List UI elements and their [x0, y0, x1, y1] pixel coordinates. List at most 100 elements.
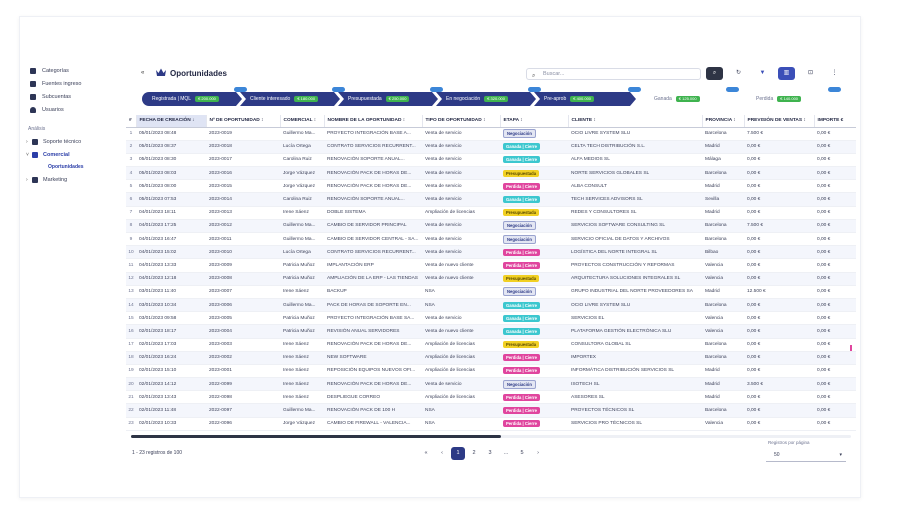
table-cell: 04/01/2023 12:18 [136, 272, 206, 286]
stage-badge: Negociación [503, 221, 536, 231]
table-cell: Presupuestada [500, 338, 568, 352]
sidebar-item-categorias[interactable]: Categorías [26, 64, 122, 77]
table-cell: 3.500 € [744, 377, 814, 392]
column-header[interactable]: Nº DE OPORTUNIDAD ↕ [206, 115, 281, 128]
column-header[interactable]: # [126, 115, 137, 128]
crown-icon [156, 68, 166, 76]
table-cell: Ampliación de licencias [422, 206, 500, 220]
column-header[interactable]: PROVINCIA ↕ [702, 115, 745, 128]
table-row[interactable]: 14 03/01/2023 10:34 2023-0006 Guillermo Ma.… [126, 298, 856, 313]
table-row[interactable]: 9 04/01/2023 16:47 2023-0011 Guillermo Ma..… [126, 232, 856, 247]
stage-label: En negociación [446, 96, 481, 102]
page-button[interactable]: 2 [472, 449, 476, 456]
table-cell: 0,00 € [814, 192, 856, 207]
table-row[interactable]: 3 05/01/2023 08:30 2023-0017 Carolina Ruiz R… [126, 153, 856, 168]
filter-button[interactable]: ▼ [754, 67, 771, 80]
stage-preaprob[interactable]: Pre-aprob € 400.000 [534, 92, 636, 106]
page-button[interactable]: 1 [451, 446, 465, 460]
stage-registrada[interactable]: Registrada | MQL € 200.000 [142, 92, 242, 106]
sidebar-group-soporte[interactable]: › Soporte técnico [26, 135, 122, 148]
column-header[interactable]: IMPORTE € [814, 115, 856, 128]
toolbar: « Oportunidades ⌕ Buscar... ⌕ ↻ ▼ ▥ ⊡ ⋮ [126, 60, 856, 88]
table-cell: 2023-0013 [206, 206, 280, 220]
column-header[interactable]: PREVISIÓN DE VENTAS ↕ [744, 115, 815, 128]
stage-negociacion[interactable]: En negociación € 320.000 [436, 92, 536, 106]
table-row[interactable]: 13 03/01/2023 11:40 2023-0007 Irene Sáenz BA… [126, 285, 856, 299]
table-row[interactable]: 17 02/01/2023 17:03 2023-0003 Irene Sáenz RE… [126, 338, 856, 352]
table-row[interactable]: 20 02/01/2023 14:12 2022-0099 Irene Sáenz RE… [126, 377, 856, 392]
table-cell: Barcelona [702, 232, 744, 247]
collapse-sidebar-icon[interactable]: « [141, 70, 145, 76]
stage-cliente-interesado[interactable]: Cliente interesado € 180.000 [240, 92, 340, 106]
column-header[interactable]: COMERCIAL ↕ [280, 115, 325, 128]
table-row[interactable]: 6 05/01/2023 07:53 2023-0014 Carolina Ruiz R… [126, 192, 856, 207]
table-cell: 2022-0097 [206, 403, 280, 418]
stage-amount: € 140.000 [777, 95, 802, 102]
table-cell: 05/01/2023 08:30 [136, 153, 206, 168]
table-row[interactable]: 18 02/01/2023 16:24 2023-0002 Irene Sáenz NE… [126, 351, 856, 365]
table-row[interactable]: 16 02/01/2023 18:17 2023-0004 Patricia Muño… [126, 324, 856, 339]
table-row[interactable]: 15 03/01/2023 09:58 2023-0005 Patricia Muño… [126, 311, 856, 326]
table-cell: RENOVACIÓN SOPORTE ANUAL... [324, 192, 422, 207]
sidebar-item-subcuentas[interactable]: Subcuentas [26, 90, 122, 103]
sidebar-item-usuarios[interactable]: Usuarios [26, 103, 122, 116]
refresh-button[interactable]: ↻ [730, 67, 747, 80]
table-cell: 0,00 € [814, 311, 856, 326]
table-row[interactable]: 2 05/01/2023 08:37 2023-0018 Lucía Ortega CO… [126, 140, 856, 154]
page-button[interactable]: « [424, 449, 428, 456]
table-row[interactable]: 11 04/01/2023 13:33 2023-0009 Patricia Muño… [126, 258, 856, 273]
table-cell: 03/01/2023 09:58 [136, 311, 206, 326]
table-cell: SERVICIOS PRO TÉCNICOS SL [568, 417, 702, 431]
sidebar-item-fuentes[interactable]: Fuentes ingreso [26, 77, 122, 90]
table-row[interactable]: 8 04/01/2023 17:25 2023-0012 Guillermo Ma..… [126, 219, 856, 234]
column-header[interactable]: CLIENTE ↕ [568, 115, 703, 128]
table-cell: Irene Sáenz [280, 351, 324, 365]
table-cell: RENOVACIÓN PACK DE HORAS DE... [324, 179, 422, 194]
page-button[interactable]: › [537, 449, 539, 456]
column-header[interactable]: TIPO DE OPORTUNIDAD ↕ [422, 115, 501, 128]
search-input[interactable]: ⌕ Buscar... [526, 68, 701, 80]
table-cell: 0,00 € [814, 417, 856, 431]
chevron-right-icon: › [26, 138, 28, 145]
stage-badge: Presupuestada [503, 341, 540, 349]
column-header[interactable]: NOMBRE DE LA OPORTUNIDAD ↕ [324, 115, 423, 128]
table-cell: TECH SERVICES ADVISORS SL [568, 192, 702, 207]
stage-perdida[interactable]: Perdida € 140.000 [756, 92, 802, 106]
table-row[interactable]: 22 02/01/2023 11:48 2022-0097 Guillermo Ma.… [126, 403, 856, 418]
page-button[interactable]: 3 [488, 449, 492, 456]
page-button[interactable]: 5 [520, 449, 524, 456]
sidebar-group-marketing[interactable]: › Marketing [26, 173, 122, 186]
table-cell: 19 [126, 364, 136, 379]
table-row[interactable]: 23 02/01/2023 10:33 2022-0096 Jorge Vázquez… [126, 417, 856, 431]
export-button[interactable]: ⊡ [802, 67, 819, 80]
column-header[interactable]: FECHA DE CREACIÓN ↓ [136, 115, 207, 128]
search-button[interactable]: ⌕ [706, 67, 723, 80]
table-row[interactable]: 19 02/01/2023 15:10 2023-0001 Irene Sáenz RE… [126, 364, 856, 379]
rows-per-page-select[interactable]: 50 ▾ [766, 449, 846, 462]
table-row[interactable]: 4 05/01/2023 08:03 2023-0016 Jorge Vázquez R… [126, 166, 856, 181]
table-row[interactable]: 12 04/01/2023 12:18 2023-0008 Patricia Muño… [126, 272, 856, 286]
page-button[interactable]: ‹ [441, 449, 443, 456]
table-row[interactable]: 10 04/01/2023 15:02 2023-0010 Lucía Ortega C… [126, 245, 856, 260]
stage-badge: Ganada | Cierre [503, 196, 540, 204]
table-cell: Ganada | Cierre [500, 153, 568, 168]
horizontal-scrollbar-thumb[interactable] [131, 435, 501, 438]
table-row[interactable]: 21 02/01/2023 13:43 2022-0098 Irene Sáenz DE… [126, 390, 856, 405]
table-cell: 02/01/2023 17:03 [136, 338, 206, 352]
table-cell: 14 [126, 298, 136, 313]
table-row[interactable]: 1 05/01/2023 08:48 2023-0019 Guillermo Ma..… [126, 127, 856, 141]
stage-label: Cliente interesado [250, 96, 291, 102]
table-cell: Perdida | Cierre [500, 351, 568, 365]
table-cell: Barcelona [702, 166, 744, 181]
view-toggle-button[interactable]: ▥ [778, 67, 795, 80]
table-cell: Irene Sáenz [280, 377, 324, 392]
sidebar-group-comercial[interactable]: ˅ Comercial [26, 148, 122, 161]
stage-badge: Perdida | Cierre [503, 354, 540, 362]
sidebar-subitem-oportunidades[interactable]: Oportunidades [48, 164, 84, 170]
column-header[interactable]: ETAPA ↕ [500, 115, 569, 128]
stage-ganada[interactable]: Ganada € 125.000 [654, 92, 700, 106]
table-row[interactable]: 5 05/01/2023 08:00 2023-0015 Jorge Vázquez R… [126, 179, 856, 194]
stage-presupuestada[interactable]: Presupuestada € 250.000 [338, 92, 438, 106]
table-row[interactable]: 7 04/01/2023 18:11 2023-0013 Irene Sáenz DOB… [126, 206, 856, 220]
more-options-button[interactable]: ⋮ [826, 67, 843, 80]
